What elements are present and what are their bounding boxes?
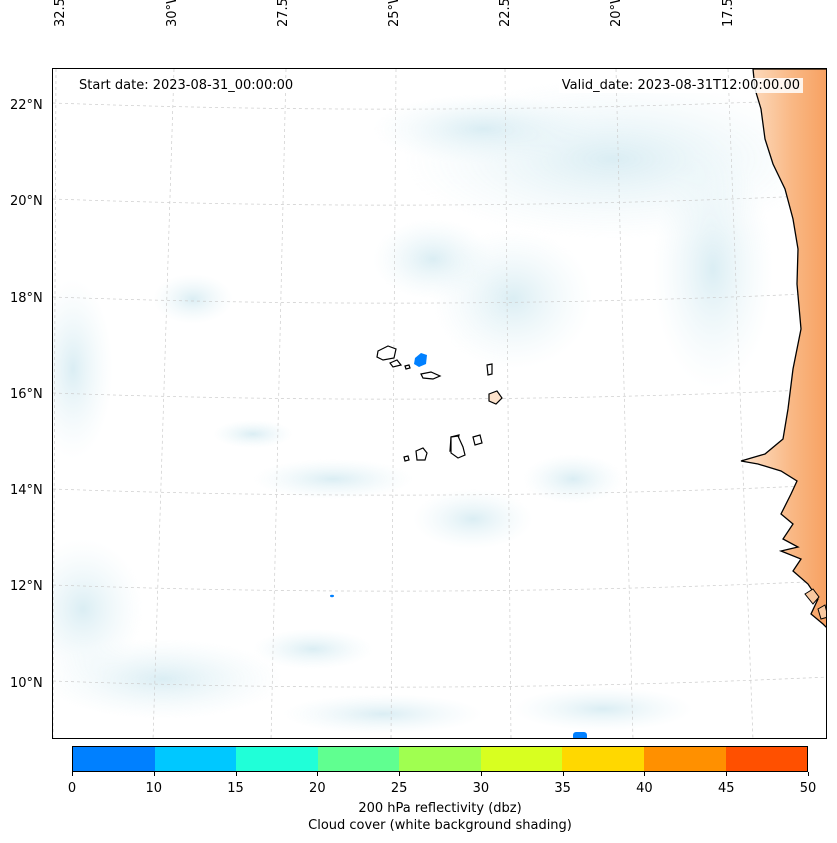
lon-label: 25°W xyxy=(387,0,402,27)
colorbar-segment xyxy=(73,747,155,771)
lon-label: 30°W xyxy=(165,0,180,27)
colorbar-segment xyxy=(643,747,726,771)
africa-land xyxy=(740,69,826,628)
colorbar-tick-label: 15 xyxy=(227,781,244,796)
island-sal xyxy=(486,363,493,376)
start-date-label: Start date: 2023-08-31_00:00:00 xyxy=(76,78,297,93)
island-maio-east xyxy=(472,434,483,446)
map-panel xyxy=(52,68,827,739)
lon-label: 20°W xyxy=(609,0,624,27)
lon-label: 32.5°W xyxy=(53,0,68,27)
colorbar-segment xyxy=(399,747,481,771)
colorbar-tick-mark xyxy=(153,772,155,776)
bijagos-island xyxy=(804,588,820,605)
colorbar-tick-mark xyxy=(808,772,809,776)
colorbar-segment xyxy=(480,747,563,771)
colorbar-tick-mark xyxy=(399,772,401,776)
colorbar-tick-mark xyxy=(235,772,237,776)
lat-label: 12°N xyxy=(10,579,43,594)
lat-label: 14°N xyxy=(10,483,43,498)
colorbar-label: 200 hPa reflectivity (dbz) xyxy=(358,801,522,816)
colorbar-tick-label: 25 xyxy=(390,781,408,796)
colorbar-tick-mark xyxy=(562,772,564,776)
lat-label: 22°N xyxy=(10,98,43,113)
island-santo-antao xyxy=(376,345,397,361)
colorbar-tick-label: 30 xyxy=(472,781,490,796)
colorbar-tick-label: 20 xyxy=(309,781,326,796)
reflectivity-colorbar xyxy=(72,746,808,772)
colorbar-tick-label: 40 xyxy=(636,781,653,796)
colorbar-tick-label: 10 xyxy=(145,781,163,796)
island-fogo xyxy=(415,447,428,461)
lat-label: 10°N xyxy=(10,676,43,691)
reflectivity-cells xyxy=(330,353,587,738)
island-santiago xyxy=(450,435,466,459)
colorbar-segment xyxy=(562,747,644,771)
island-sao-vicente xyxy=(389,359,403,368)
lat-label: 16°N xyxy=(10,387,43,402)
africa-coastline xyxy=(740,69,826,628)
island-brava xyxy=(403,455,410,462)
lon-label: 17.5°W xyxy=(721,0,736,27)
colorbar-segment xyxy=(317,747,400,771)
colorbar-tick-label: 0 xyxy=(67,781,77,796)
lat-label: 20°N xyxy=(10,194,43,209)
coastal-island xyxy=(817,604,826,620)
island-santa-luzia xyxy=(404,364,411,370)
reflectivity-cell xyxy=(330,594,334,598)
lon-label: 22.5°W xyxy=(498,0,513,27)
colorbar-tick-label: 35 xyxy=(554,781,571,796)
map-canvas xyxy=(53,69,826,738)
graticule xyxy=(53,69,826,738)
island-boa-vista xyxy=(488,390,503,405)
lon-label: 27.5°W xyxy=(276,0,291,27)
valid-date-label: Valid_date: 2023-08-31T12:00:00.00 xyxy=(558,78,803,93)
colorbar-tick-label: 50 xyxy=(799,781,817,796)
lat-label: 18°N xyxy=(10,291,43,306)
colorbar-tick-label: 45 xyxy=(717,781,735,796)
reflectivity-cell xyxy=(573,732,587,738)
colorbar-segment xyxy=(236,747,318,771)
colorbar-tick-mark xyxy=(644,772,646,776)
colorbar-tick-mark xyxy=(726,772,728,776)
cloud-cover-shading xyxy=(53,79,823,734)
colorbar-segment xyxy=(725,747,808,771)
island-sao-nicolau xyxy=(420,371,442,380)
colorbar-tick-mark xyxy=(72,772,73,776)
cape-verde-islands xyxy=(376,345,503,462)
reflectivity-cell xyxy=(414,353,427,367)
colorbar-tick-mark xyxy=(317,772,319,776)
colorbar-segment xyxy=(154,747,237,771)
colorbar-tick-mark xyxy=(480,772,482,776)
colorbar-sublabel: Cloud cover (white background shading) xyxy=(308,818,572,833)
